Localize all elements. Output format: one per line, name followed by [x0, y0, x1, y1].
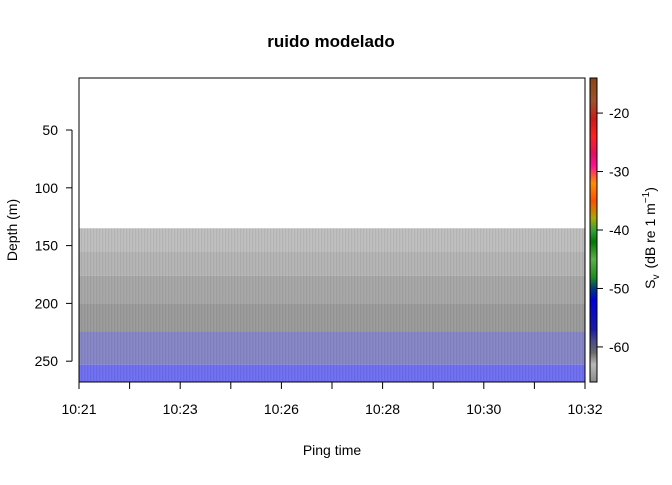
x-axis: 10:21 10:23 10:26 10:28 10:30 10:32	[61, 381, 603, 417]
y-axis-label: Depth (m)	[4, 199, 20, 261]
colorbar-tick-label: -40	[609, 222, 629, 238]
noise-band-texture-1	[79, 251, 585, 276]
colorbar-tick-label: -60	[609, 339, 629, 355]
x-tick-label: 10:23	[163, 401, 198, 417]
y-tick-label: 100	[35, 180, 59, 196]
x-tick-label: 10:28	[365, 401, 400, 417]
colorbar-tick-label: -20	[609, 105, 629, 121]
colorbar-tick-label: -50	[609, 280, 629, 296]
y-axis: 50 100 150 200 250	[35, 122, 73, 369]
colorbar-tick-label: -30	[609, 164, 629, 180]
y-tick-label: 250	[35, 353, 59, 369]
x-tick-label: 10:21	[61, 401, 96, 417]
y-tick-label: 200	[35, 295, 59, 311]
noise-band-texture-0	[79, 228, 585, 252]
noise-band-texture-3	[79, 303, 585, 332]
noise-band-texture-5	[79, 364, 585, 382]
noise-bands	[79, 228, 585, 382]
x-axis-label: Ping time	[303, 442, 362, 458]
noise-band-texture-4	[79, 331, 585, 365]
x-tick-label: 10:30	[466, 401, 501, 417]
y-tick-label: 50	[42, 122, 58, 138]
x-tick-label: 10:26	[264, 401, 299, 417]
x-tick-label: 10:32	[567, 401, 602, 417]
chart-title: ruido modelado	[267, 32, 395, 51]
colorbar-scale	[589, 77, 598, 383]
noise-band-texture-2	[79, 275, 585, 304]
y-tick-label: 150	[35, 238, 59, 254]
colorbar: -20 -30 -40 -50 -60	[589, 77, 629, 383]
colorbar-label: Sv(dB re 1 m−1)	[641, 187, 662, 289]
